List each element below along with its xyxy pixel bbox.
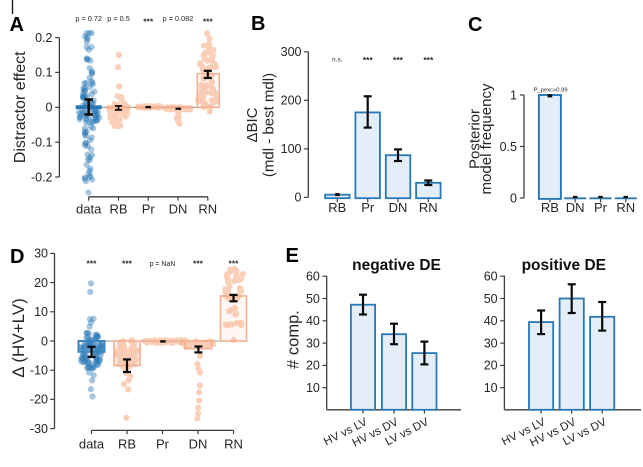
svg-text:0: 0 — [510, 191, 517, 205]
svg-text:p = NaN: p = NaN — [150, 261, 176, 268]
svg-text:DN: DN — [389, 200, 408, 215]
svg-text:30: 30 — [306, 336, 320, 350]
svg-text:40: 40 — [306, 314, 320, 328]
svg-text:RN: RN — [224, 437, 243, 452]
svg-text:50: 50 — [306, 292, 320, 306]
svg-text:0: 0 — [295, 191, 302, 205]
svg-text:***: *** — [87, 259, 98, 269]
svg-text:DN: DN — [189, 437, 208, 452]
svg-text:RB: RB — [541, 200, 559, 215]
svg-text:0.5: 0.5 — [500, 140, 517, 154]
svg-text:positive DE: positive DE — [522, 257, 606, 274]
svg-text:B: B — [251, 13, 265, 35]
svg-text:Pr: Pr — [361, 200, 375, 215]
svg-text:Posterior: Posterior — [467, 109, 484, 169]
svg-text:1: 1 — [510, 88, 517, 102]
svg-text:Δ (HV+LV): Δ (HV+LV) — [9, 298, 28, 378]
svg-text:***: *** — [203, 16, 214, 26]
svg-text:40: 40 — [484, 314, 498, 328]
svg-text:D: D — [10, 246, 24, 268]
svg-text:P_pexc>0.99: P_pexc>0.99 — [534, 87, 568, 93]
svg-text:model frequency: model frequency — [478, 83, 495, 194]
svg-text:data: data — [79, 437, 105, 452]
svg-text:0.2: 0.2 — [35, 31, 52, 45]
svg-text:0.1: 0.1 — [35, 66, 52, 80]
svg-text:***: *** — [363, 55, 374, 65]
svg-text:negative DE: negative DE — [352, 257, 441, 274]
svg-text:-0.1: -0.1 — [31, 136, 53, 150]
svg-text:10: 10 — [306, 381, 320, 395]
svg-text:p = 0.72: p = 0.72 — [75, 14, 102, 23]
svg-text:30: 30 — [34, 247, 48, 261]
svg-text:(mdl - best mdl): (mdl - best mdl) — [260, 73, 277, 177]
svg-text:***: *** — [193, 259, 204, 269]
svg-text:DN: DN — [169, 202, 188, 217]
svg-text:20: 20 — [484, 359, 498, 373]
svg-text:E: E — [286, 245, 299, 267]
svg-text:20: 20 — [34, 276, 48, 290]
svg-text:Pr: Pr — [156, 437, 170, 452]
svg-text:RB: RB — [118, 437, 136, 452]
svg-text:-30: -30 — [30, 422, 48, 436]
svg-text:-20: -20 — [30, 393, 48, 407]
svg-text:200: 200 — [281, 94, 302, 108]
svg-text:0: 0 — [41, 334, 48, 348]
svg-text:300: 300 — [281, 45, 302, 59]
svg-text:-10: -10 — [30, 364, 48, 378]
svg-text:60: 60 — [484, 270, 498, 284]
svg-text:***: *** — [229, 259, 240, 269]
svg-text:***: *** — [423, 55, 434, 65]
svg-text:100: 100 — [281, 142, 302, 156]
svg-text:Distractor effect: Distractor effect — [12, 51, 29, 163]
svg-text:60: 60 — [306, 270, 320, 284]
svg-text:***: *** — [393, 55, 404, 65]
svg-text:RB: RB — [109, 202, 127, 217]
svg-text:***: *** — [143, 16, 154, 26]
svg-text:# comp.: # comp. — [284, 310, 302, 369]
svg-text:RB: RB — [328, 200, 346, 215]
svg-text:Pr: Pr — [594, 200, 608, 215]
svg-text:n.s.: n.s. — [332, 57, 343, 64]
svg-text:ΔBIC: ΔBIC — [244, 107, 261, 142]
svg-text:30: 30 — [484, 336, 498, 350]
svg-text:C: C — [468, 14, 482, 36]
svg-text:10: 10 — [34, 305, 48, 319]
svg-text:RN: RN — [419, 200, 438, 215]
svg-text:RN: RN — [198, 202, 217, 217]
svg-text:p = 0.082: p = 0.082 — [163, 14, 194, 23]
svg-text:data: data — [76, 202, 102, 217]
svg-text:p = 0.5: p = 0.5 — [107, 14, 130, 23]
svg-text:DN: DN — [566, 200, 585, 215]
svg-text:Pr: Pr — [142, 202, 156, 217]
svg-text:50: 50 — [484, 292, 498, 306]
svg-text:20: 20 — [306, 359, 320, 373]
svg-text:RN: RN — [616, 200, 635, 215]
svg-text:-0.2: -0.2 — [31, 170, 53, 184]
svg-text:10: 10 — [484, 381, 498, 395]
svg-text:0: 0 — [46, 101, 53, 115]
svg-text:A: A — [10, 14, 24, 36]
svg-text:***: *** — [122, 259, 133, 269]
